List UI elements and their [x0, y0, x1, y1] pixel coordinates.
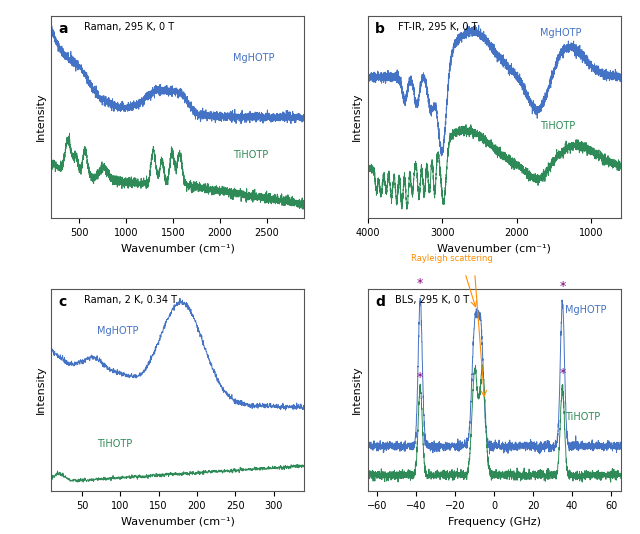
Text: MgHOTP: MgHOTP [234, 52, 275, 62]
Y-axis label: Intensity: Intensity [352, 366, 362, 414]
Y-axis label: Intensity: Intensity [36, 93, 45, 142]
Text: MgHOTP: MgHOTP [97, 326, 138, 335]
Text: *: * [417, 371, 423, 384]
Text: TiHOTP: TiHOTP [540, 121, 575, 131]
Text: Raman, 2 K, 0.34 T: Raman, 2 K, 0.34 T [84, 295, 177, 305]
Text: d: d [375, 295, 385, 309]
Text: MgHOTP: MgHOTP [540, 28, 581, 38]
X-axis label: Wavenumber (cm⁻¹): Wavenumber (cm⁻¹) [121, 516, 235, 527]
Y-axis label: Intensity: Intensity [352, 93, 362, 142]
Text: BLS, 295 K, 0 T: BLS, 295 K, 0 T [396, 295, 470, 305]
Text: MgHOTP: MgHOTP [565, 305, 607, 315]
X-axis label: Frequency (GHz): Frequency (GHz) [448, 516, 541, 527]
Text: *: * [559, 280, 566, 293]
X-axis label: Wavenumber (cm⁻¹): Wavenumber (cm⁻¹) [121, 244, 235, 254]
Text: Raman, 295 K, 0 T: Raman, 295 K, 0 T [84, 22, 174, 32]
Text: *: * [417, 277, 423, 289]
Y-axis label: Intensity: Intensity [36, 366, 45, 414]
Text: TiHOTP: TiHOTP [97, 439, 132, 449]
Text: TiHOTP: TiHOTP [234, 150, 269, 160]
Text: FT-IR, 295 K, 0 T: FT-IR, 295 K, 0 T [398, 22, 477, 32]
Text: b: b [375, 22, 385, 36]
Text: c: c [59, 295, 67, 309]
Text: Rayleigh scattering: Rayleigh scattering [410, 254, 492, 263]
X-axis label: Wavenumber (cm⁻¹): Wavenumber (cm⁻¹) [437, 244, 551, 254]
Text: *: * [559, 367, 566, 380]
Text: a: a [59, 22, 68, 36]
Text: TiHOTP: TiHOTP [565, 412, 600, 422]
